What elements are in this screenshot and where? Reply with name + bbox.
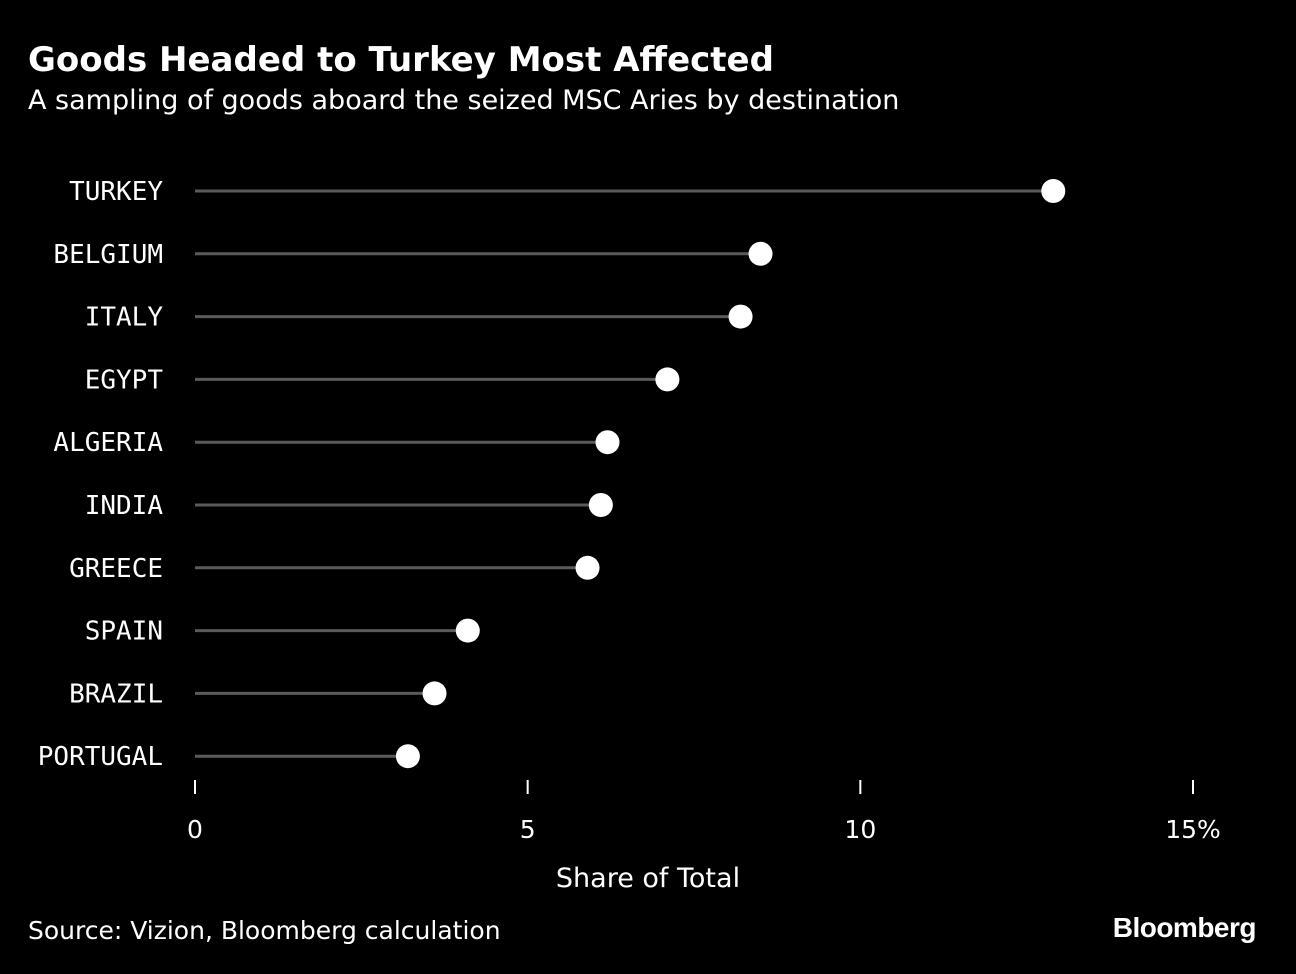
dot-belgium [748,241,773,266]
row-belgium: BELGIUM [53,240,773,270]
dot-spain [455,618,480,643]
category-label-greece: GREECE [69,554,163,584]
dot-turkey [1041,179,1066,203]
source-note: Source: Vizion, Bloomberg calculation [28,916,501,945]
row-turkey: TURKEY [69,177,1066,207]
category-label-italy: ITALY [85,303,164,333]
row-india: INDIA [85,491,613,521]
row-egypt: EGYPT [85,365,680,395]
row-portugal: PORTUGAL [38,742,420,772]
row-greece: GREECE [69,554,600,584]
dot-algeria [595,430,620,455]
dot-portugal [395,744,420,769]
category-label-brazil: BRAZIL [69,679,163,709]
x-axis-title: Share of Total [556,863,740,894]
x-tick-label-1: 5 [520,815,536,844]
x-tick-label-3: 15% [1165,815,1221,844]
row-brazil: BRAZIL [69,679,447,709]
dot-egypt [655,367,680,392]
category-label-egypt: EGYPT [85,365,164,395]
x-axis: 0 5 10 15% [187,780,1221,844]
dot-greece [575,555,600,580]
row-italy: ITALY [85,303,753,333]
row-algeria: ALGERIA [53,428,620,458]
category-label-turkey: TURKEY [69,177,163,207]
bloomberg-logo: Bloomberg [1112,912,1257,943]
chart-title: Goods Headed to Turkey Most Affected [28,40,774,80]
chart-rows: TURKEY BELGIUM ITALY EGYPT ALGERIA INDIA GREEC… [38,177,1066,772]
x-tick-label-2: 10 [844,815,876,844]
category-label-algeria: ALGERIA [53,428,163,458]
category-label-spain: SPAIN [85,617,163,647]
dot-italy [728,304,753,329]
category-label-belgium: BELGIUM [53,240,163,270]
category-label-portugal: PORTUGAL [38,742,163,772]
x-tick-label-0: 0 [187,815,203,844]
category-label-india: INDIA [85,491,164,521]
row-spain: SPAIN [85,617,480,647]
chart-subtitle: A sampling of goods aboard the seized MS… [28,85,900,116]
dot-brazil [422,681,447,706]
dot-india [588,493,613,517]
